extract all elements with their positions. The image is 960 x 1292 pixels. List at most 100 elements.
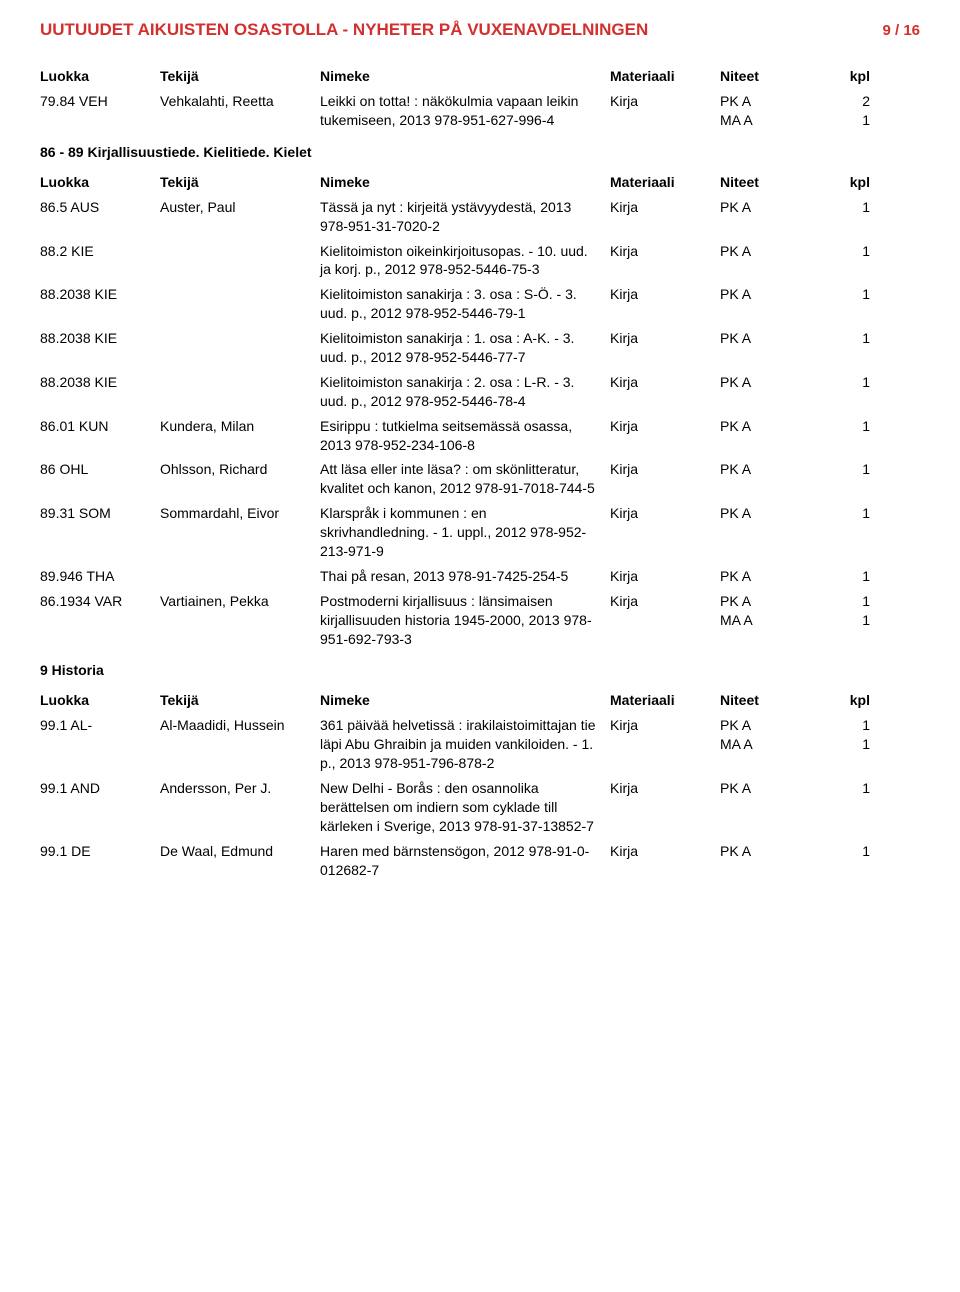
- cell-luokka: 79.84 VEH: [40, 92, 160, 111]
- cell-nimeke: Klarspråk i kommunen : en skrivhandledni…: [320, 504, 610, 561]
- cell-nimeke: Leikki on totta! : näkökulmia vapaan lei…: [320, 92, 610, 130]
- cell-materiaali: Kirja: [610, 567, 720, 586]
- cell-niteet-block: PK A2MA A1: [720, 92, 870, 130]
- cell-niteet-block: PK A1: [720, 242, 870, 261]
- column-header-tekija: Tekijä: [160, 692, 320, 708]
- cell-luokka: 88.2 KIE: [40, 242, 160, 261]
- cell-materiaali: Kirja: [610, 504, 720, 523]
- page-title: UUTUUDET AIKUISTEN OSASTOLLA - NYHETER P…: [40, 20, 648, 40]
- niteet-kpl: 1: [830, 779, 870, 798]
- cell-niteet-block: PK A1: [720, 329, 870, 348]
- niteet-kpl: 1: [830, 842, 870, 861]
- column-header-materiaali: Materiaali: [610, 68, 720, 84]
- cell-niteet-block: PK A1: [720, 285, 870, 304]
- cell-tekija: Ohlsson, Richard: [160, 460, 320, 479]
- table-row: 86 OHLOhlsson, RichardAtt läsa eller int…: [40, 460, 920, 498]
- cell-luokka: 88.2038 KIE: [40, 373, 160, 392]
- column-header-niteet: Niteet: [720, 68, 830, 84]
- niteet-kpl: 1: [830, 285, 870, 304]
- cell-materiaali: Kirja: [610, 716, 720, 735]
- niteet-label: PK A: [720, 504, 830, 523]
- niteet-line: PK A1: [720, 504, 870, 523]
- niteet-label: PK A: [720, 329, 830, 348]
- niteet-label: PK A: [720, 592, 830, 611]
- cell-nimeke: Esirippu : tutkielma seitsemässä osassa,…: [320, 417, 610, 455]
- niteet-line: PK A2: [720, 92, 870, 111]
- cell-materiaali: Kirja: [610, 779, 720, 798]
- cell-niteet-block: PK A1: [720, 460, 870, 479]
- cell-luokka: 86 OHL: [40, 460, 160, 479]
- cell-materiaali: Kirja: [610, 592, 720, 611]
- niteet-kpl: 1: [830, 504, 870, 523]
- cell-tekija: Vehkalahti, Reetta: [160, 92, 320, 111]
- niteet-label: PK A: [720, 567, 830, 586]
- cell-tekija: Kundera, Milan: [160, 417, 320, 436]
- cell-materiaali: Kirja: [610, 198, 720, 217]
- cell-niteet-block: PK A1: [720, 842, 870, 861]
- niteet-kpl: 1: [830, 611, 870, 630]
- niteet-kpl: 1: [830, 198, 870, 217]
- page-number: 9 / 16: [882, 22, 920, 39]
- niteet-label: MA A: [720, 611, 830, 630]
- cell-luokka: 99.1 DE: [40, 842, 160, 861]
- niteet-label: PK A: [720, 373, 830, 392]
- table-row: 88.2 KIE Kielitoimiston oikeinkirjoitusop…: [40, 242, 920, 280]
- table-row: 86.01 KUNKundera, MilanEsirippu : tutkie…: [40, 417, 920, 455]
- section-title: 86 - 89 Kirjallisuustiede. Kielitiede. K…: [40, 144, 920, 160]
- cell-materiaali: Kirja: [610, 92, 720, 111]
- cell-nimeke: Att läsa eller inte läsa? : om skönlitte…: [320, 460, 610, 498]
- column-headers: LuokkaTekijäNimekeMateriaaliNiteetkpl: [40, 692, 920, 708]
- niteet-line: PK A1: [720, 842, 870, 861]
- cell-luokka: 86.5 AUS: [40, 198, 160, 217]
- cell-nimeke: Haren med bärnstensögon, 2012 978-91-0-0…: [320, 842, 610, 880]
- cell-materiaali: Kirja: [610, 417, 720, 436]
- cell-tekija: Auster, Paul: [160, 198, 320, 217]
- niteet-line: PK A1: [720, 242, 870, 261]
- niteet-label: PK A: [720, 285, 830, 304]
- niteet-label: PK A: [720, 460, 830, 479]
- cell-luokka: 86.1934 VAR: [40, 592, 160, 611]
- niteet-line: PK A1: [720, 329, 870, 348]
- niteet-label: MA A: [720, 735, 830, 754]
- cell-niteet-block: PK A1MA A1: [720, 716, 870, 754]
- niteet-kpl: 1: [830, 735, 870, 754]
- niteet-kpl: 1: [830, 417, 870, 436]
- table-row: 99.1 DEDe Waal, EdmundHaren med bärnsten…: [40, 842, 920, 880]
- cell-tekija: Al-Maadidi, Hussein: [160, 716, 320, 735]
- cell-nimeke: Thai på resan, 2013 978-91-7425-254-5: [320, 567, 610, 586]
- niteet-kpl: 1: [830, 592, 870, 611]
- table-row: 99.1 AL-Al-Maadidi, Hussein361 päivää he…: [40, 716, 920, 773]
- cell-niteet-block: PK A1: [720, 417, 870, 436]
- cell-materiaali: Kirja: [610, 285, 720, 304]
- table-row: 86.1934 VARVartiainen, PekkaPostmoderni …: [40, 592, 920, 649]
- column-header-nimeke: Nimeke: [320, 68, 610, 84]
- cell-nimeke: Kielitoimiston oikeinkirjoitusopas. - 10…: [320, 242, 610, 280]
- cell-materiaali: Kirja: [610, 373, 720, 392]
- column-header-nimeke: Nimeke: [320, 174, 610, 190]
- niteet-label: PK A: [720, 92, 830, 111]
- content: LuokkaTekijäNimekeMateriaaliNiteetkpl79.…: [40, 68, 920, 880]
- niteet-label: PK A: [720, 417, 830, 436]
- cell-luokka: 99.1 AL-: [40, 716, 160, 735]
- column-header-materiaali: Materiaali: [610, 692, 720, 708]
- cell-nimeke: Kielitoimiston sanakirja : 2. osa : L-R.…: [320, 373, 610, 411]
- column-header-tekija: Tekijä: [160, 174, 320, 190]
- column-header-niteet: Niteet: [720, 692, 830, 708]
- niteet-line: PK A1: [720, 567, 870, 586]
- cell-luokka: 86.01 KUN: [40, 417, 160, 436]
- niteet-label: PK A: [720, 842, 830, 861]
- niteet-label: PK A: [720, 198, 830, 217]
- cell-nimeke: Kielitoimiston sanakirja : 1. osa : A-K.…: [320, 329, 610, 367]
- column-header-kpl: kpl: [830, 692, 870, 708]
- cell-nimeke: Postmoderni kirjallisuus : länsimaisen k…: [320, 592, 610, 649]
- column-header-luokka: Luokka: [40, 68, 160, 84]
- cell-nimeke: 361 päivää helvetissä : irakilaistoimitt…: [320, 716, 610, 773]
- column-header-niteet: Niteet: [720, 174, 830, 190]
- cell-niteet-block: PK A1: [720, 504, 870, 523]
- table-row: 88.2038 KIEKielitoimiston sanakirja : 1.…: [40, 329, 920, 367]
- niteet-line: PK A1: [720, 285, 870, 304]
- column-header-kpl: kpl: [830, 174, 870, 190]
- column-header-materiaali: Materiaali: [610, 174, 720, 190]
- table-row: 86.5 AUSAuster, PaulTässä ja nyt : kirje…: [40, 198, 920, 236]
- niteet-kpl: 1: [830, 567, 870, 586]
